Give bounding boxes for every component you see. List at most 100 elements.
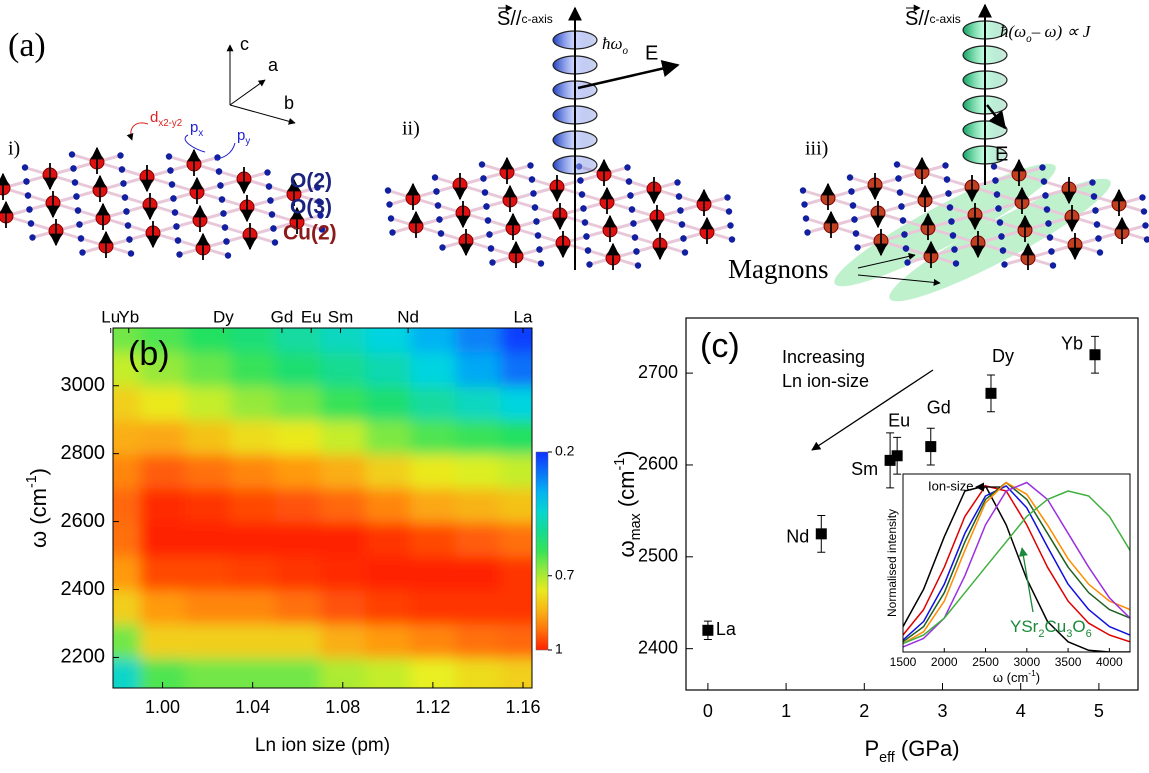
oxygen: [481, 189, 489, 196]
heatmap-cell: [140, 385, 187, 421]
heatmap-cell: [365, 453, 412, 489]
oxygen: [533, 218, 540, 225]
oxygen: [270, 225, 277, 232]
spectrum-line: [903, 490, 1130, 645]
heatmap-cell: [275, 328, 322, 353]
oxygen: [480, 175, 487, 182]
panel-label: (b): [128, 335, 170, 373]
compound-label-part: O: [1072, 617, 1085, 636]
x-axis-title-part: (cm: [1003, 670, 1028, 685]
oxygen: [990, 163, 998, 170]
heatmap: [113, 328, 532, 688]
data-point: [891, 450, 903, 462]
y-axis-title-part: -1: [612, 458, 628, 471]
heatmap-cell: [320, 351, 367, 387]
y-axis-title-part: ω: [26, 531, 51, 548]
inset-lines: [903, 481, 1130, 652]
oxygen: [895, 175, 902, 182]
heatmap-cell: [455, 589, 502, 625]
point-label: Yb: [1061, 333, 1083, 353]
x-axis-title: ω (cm-1): [993, 668, 1040, 685]
annotation-arrow: [1018, 547, 1034, 613]
oxygen: [899, 217, 907, 224]
oxygen: [902, 245, 910, 252]
oxygen: [804, 229, 811, 236]
y-axis-title-part: max: [628, 513, 644, 540]
heatmap-cell: [185, 385, 232, 421]
heatmap-cell: [320, 623, 367, 659]
oxygen: [802, 215, 810, 222]
x-tick-label: 1.16: [505, 697, 540, 717]
y-tick-label: 2600: [638, 454, 678, 474]
heatmap-cell: [140, 623, 187, 659]
heatmap-cell: [185, 589, 232, 625]
top-tick-label: Nd: [397, 307, 419, 326]
oxygen: [317, 212, 324, 219]
oxygen: [946, 204, 954, 211]
site-label: Cu(2): [283, 222, 337, 245]
orbital-arrow: [126, 122, 149, 141]
top-tick-label: Lu: [101, 307, 120, 326]
heatmap-cell: [230, 453, 277, 489]
heatmap-cell: [140, 487, 187, 523]
heatmap-cell: [500, 385, 532, 421]
heatmap-cell: [275, 521, 322, 557]
point-label: Nd: [786, 527, 809, 547]
oxygen: [436, 216, 443, 223]
heatmap-cell: [365, 555, 412, 591]
oxygen: [999, 247, 1007, 254]
oxygen: [527, 162, 534, 169]
orbital-arrow: [184, 134, 206, 153]
orbital-label-part: y: [245, 136, 250, 147]
x-tick-label: 2500: [972, 655, 999, 669]
colorbar-tick-label: 0.2: [555, 443, 575, 459]
heatmap-cell: [185, 555, 232, 591]
orbital-label: py: [237, 127, 250, 147]
oxygen: [171, 209, 179, 216]
heatmap-cell: [410, 589, 457, 625]
spin-axis-label-part: c-axis: [929, 12, 960, 26]
oxygen: [996, 219, 1004, 226]
oxygen: [898, 203, 905, 210]
oxygen: [74, 207, 82, 214]
oxygen: [799, 187, 807, 194]
y-axis-title-part: -1: [24, 475, 40, 488]
heatmap-cell: [320, 487, 367, 523]
field-vector: [986, 104, 1007, 130]
sub-label: i): [8, 138, 20, 160]
pointer: [857, 274, 941, 286]
photon-energy: ħωo: [602, 34, 629, 57]
spin-axis-label-part: S: [497, 8, 510, 30]
heatmap-cell: [230, 351, 277, 387]
oxygen: [489, 259, 496, 266]
orbital-label-part: x2-y2: [158, 118, 182, 129]
photon-energy-part: – ω) ∝ J: [1031, 22, 1092, 41]
compound-label-part: 3: [1066, 628, 1072, 640]
oxygen: [120, 180, 127, 187]
y-tick-label: 2600: [61, 510, 106, 532]
oxygen: [1046, 234, 1054, 241]
oxygen: [431, 174, 439, 181]
y-axis-title: Normalised intensity: [885, 509, 899, 617]
heatmap-cell: [113, 385, 142, 421]
oxygen: [220, 210, 227, 217]
oxygen: [536, 246, 543, 253]
oxygen: [942, 162, 949, 169]
y-tick-label: 2800: [61, 442, 106, 464]
oxygen: [904, 259, 911, 266]
heatmap-cell: [230, 555, 277, 591]
y-tick-label: 3000: [61, 374, 106, 396]
x-tick-label: 2000: [931, 655, 958, 669]
heatmap-cell: [230, 419, 277, 455]
heatmap-cell: [455, 453, 502, 489]
heatmap-cell: [455, 351, 502, 387]
oxygen: [1001, 261, 1008, 268]
spectrum-line: [903, 481, 1130, 643]
oxygen: [801, 201, 808, 208]
x-tick-label: 1500: [890, 655, 917, 669]
oxygen: [24, 192, 32, 199]
oxygen: [68, 151, 76, 158]
oxygen: [531, 204, 539, 211]
heatmap-cell: [365, 623, 412, 659]
oxygen: [945, 190, 952, 197]
